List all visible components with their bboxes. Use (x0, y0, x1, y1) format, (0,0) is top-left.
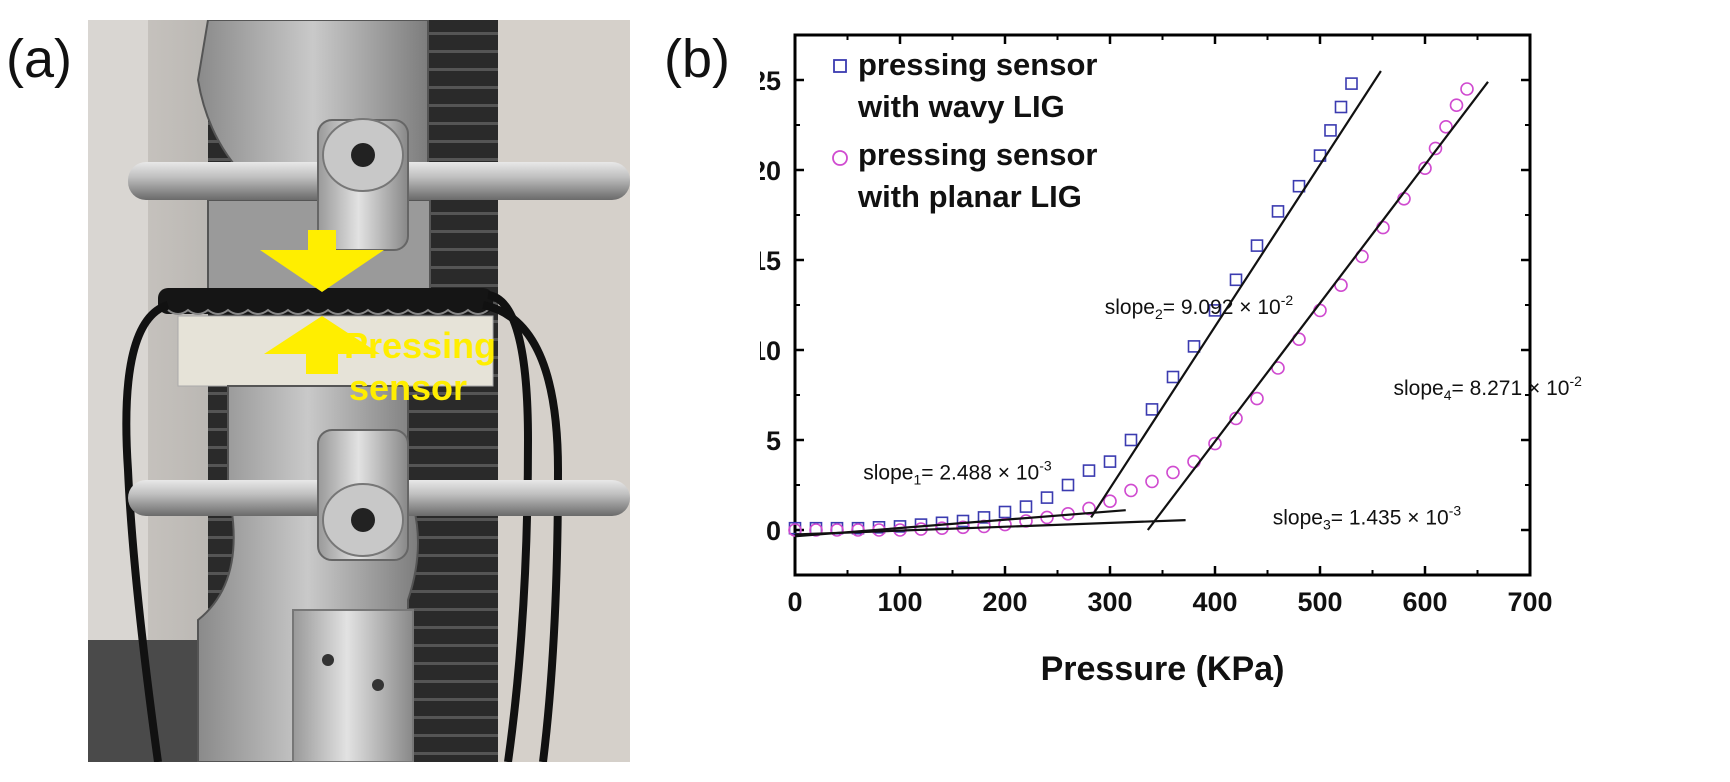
y-tick-label: 0 (766, 516, 781, 546)
wavy-data-point (977, 511, 991, 524)
wavy-lig-layer (167, 308, 489, 315)
planar-data-point (1250, 391, 1264, 406)
planar-data-point (1124, 483, 1138, 498)
wavy-data-point (1250, 239, 1264, 252)
panel-label-b: (b) (664, 29, 730, 89)
lower-screw-hole (351, 508, 375, 532)
chart: 0 100 200 300 400 500 600 700 0 5 10 15 20 25 Pressure… (760, 33, 1583, 688)
x-tick-label: 200 (982, 587, 1027, 617)
wavy-data-point (1345, 77, 1358, 90)
legend-wavy-line2: with wavy LIG (857, 89, 1065, 124)
wavy-data-point (1040, 491, 1054, 504)
wire-right-2 (482, 301, 563, 762)
wavy-data-point (1019, 500, 1033, 513)
wavy-data-point (956, 514, 970, 528)
x-tick-label: 100 (877, 587, 922, 617)
wavy-data-point (998, 505, 1012, 519)
wavy-data-point (1124, 433, 1138, 447)
planar-data-point (1187, 454, 1201, 469)
post-hole-2 (372, 679, 384, 691)
planar-data-point (830, 523, 844, 537)
planar-data-point (1376, 220, 1390, 235)
wavy-data-point (1103, 455, 1117, 468)
sensor-strip (158, 288, 493, 314)
post-hole-1 (322, 654, 334, 666)
legend-planar-line1: pressing sensor (858, 137, 1097, 172)
fit-line-slope2 (1090, 70, 1382, 518)
x-tick-label: 400 (1192, 587, 1237, 617)
arrow-up (264, 316, 380, 374)
legend-marker-wavy (833, 59, 847, 73)
arrow-down (260, 230, 384, 292)
wavy-data-point (1334, 100, 1348, 114)
legend-marker-planar (832, 150, 848, 166)
x-tick-label: 0 (787, 587, 802, 617)
wire-left (122, 301, 170, 762)
left-wall (88, 20, 148, 762)
planar-data-point (998, 517, 1012, 532)
x-axis-label: Pressure (KPa) (1041, 650, 1285, 688)
annotation-slope3: slope3= 1.435 × 10-3 (1273, 503, 1462, 533)
y-tick-label: 15 (760, 246, 781, 276)
fit-line-slope3 (794, 519, 1186, 536)
wavy-data-point (1166, 370, 1180, 384)
wavy-data-point (1145, 403, 1159, 416)
planar-data-point (1103, 494, 1117, 509)
wavy-data-point (1292, 179, 1306, 193)
y-tick-label: 25 (760, 66, 781, 96)
planar-data-point (1145, 474, 1159, 489)
planar-data-point (1082, 501, 1096, 516)
upper-screw-hole (351, 143, 375, 167)
lower-post (292, 609, 414, 762)
annotation-slope1: slope1= 2.488 × 10-3 (863, 458, 1052, 488)
legend-planar-line2: with planar LIG (857, 179, 1082, 214)
legend-wavy-line1: pressing sensor (858, 47, 1097, 82)
x-tick-label: 300 (1087, 587, 1132, 617)
planar-data-point (1449, 98, 1464, 112)
x-tick-label: 600 (1402, 587, 1447, 617)
fixture-photo: Pressing sensor (88, 20, 630, 762)
x-tick-label: 500 (1297, 587, 1342, 617)
sensor-label-line1: Pressing (344, 325, 496, 366)
planar-data-point (1334, 278, 1348, 293)
y-tick-label: 10 (760, 336, 781, 366)
wavy-data-point (1187, 340, 1201, 353)
y-tick-label: 20 (760, 156, 781, 186)
planar-data-point (1208, 436, 1222, 451)
planar-data-point (1428, 141, 1443, 156)
wavy-data-point (1082, 464, 1096, 477)
panel-label-a: (a) (6, 29, 72, 89)
x-tick-label: 700 (1507, 587, 1552, 617)
fit-line-slope4 (1146, 81, 1489, 531)
y-tick-label: 5 (766, 426, 781, 456)
annotation-slope2: slope2= 9.092 × 10-2 (1105, 292, 1294, 322)
wavy-data-point (1271, 205, 1285, 218)
planar-data-point (809, 523, 823, 537)
planar-data-point (1418, 161, 1432, 175)
annotation-slope4: slope4= 8.271 × 10-2 (1394, 373, 1583, 403)
wavy-data-point (1208, 304, 1222, 317)
wavy-data-point (1229, 273, 1243, 287)
wavy-data-point (1324, 124, 1337, 137)
sensor-label-line2: sensor (349, 367, 467, 408)
wavy-data-point (1061, 478, 1075, 492)
planar-data-point (1166, 465, 1180, 480)
planar-data-point (1439, 120, 1453, 134)
planar-data-point (1460, 82, 1474, 96)
